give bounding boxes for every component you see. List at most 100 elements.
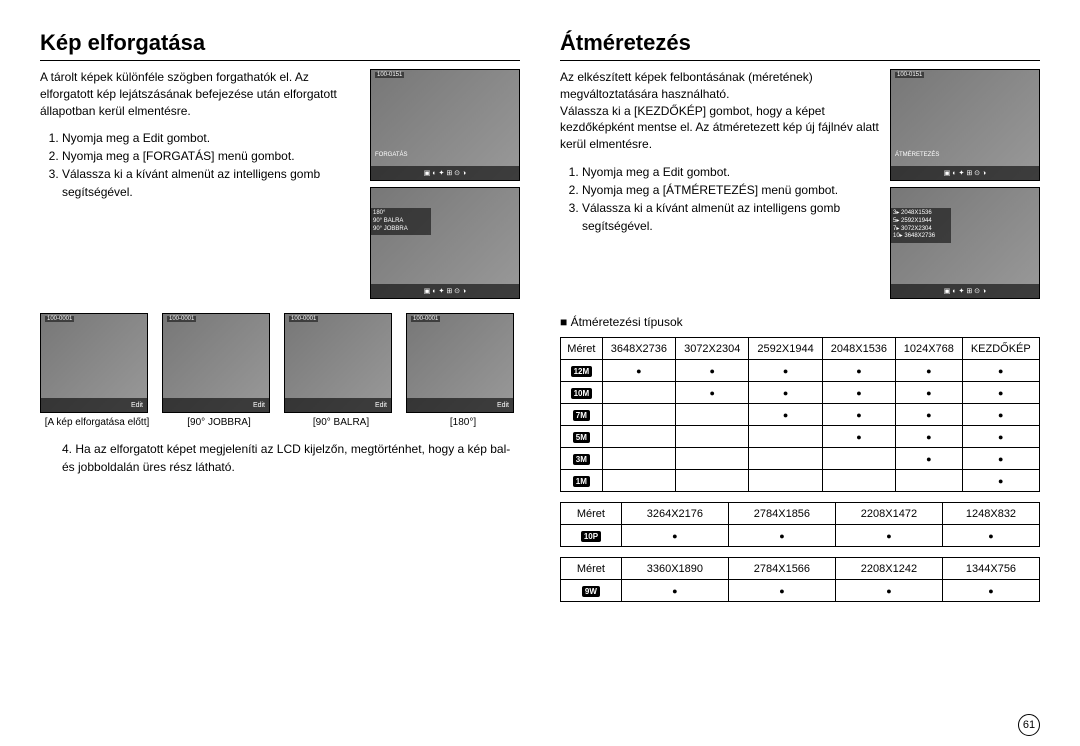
table-cell xyxy=(602,470,675,492)
table-header-cell: Méret xyxy=(561,503,622,525)
resize-table-3: Méret3360X18902784X15662208X12421344X756… xyxy=(560,557,1040,602)
left-intro: A tárolt képek különféle szögben forgath… xyxy=(40,69,360,299)
table-cell xyxy=(621,580,728,602)
thumb-180: 100-0001 Edit [180°] xyxy=(406,313,520,428)
table-header-cell: 2048X1536 xyxy=(822,338,895,360)
table-header-cell: 3072X2304 xyxy=(676,338,749,360)
left-note: 4. Ha az elforgatott képet megjeleníti a… xyxy=(40,440,520,476)
table-label-cell: 10P xyxy=(561,525,622,547)
table-cell xyxy=(822,360,895,382)
table-cell xyxy=(962,360,1039,382)
rotate-opt-90r: 90° JOBBRA xyxy=(373,226,429,234)
left-intro-text: A tárolt képek különféle szögben forgath… xyxy=(40,70,337,118)
folder-label: 100-0151 xyxy=(375,72,404,78)
size-badge: 5M xyxy=(573,432,590,443)
thumb-original: 100-0001 Edit [A kép elforgatása előtt] xyxy=(40,313,154,428)
table-cell xyxy=(602,382,675,404)
left-screenshots: 100-0151 FORGATÁS ▣ ◐ ✦ ⊞ ⊙ ◑ 180° 90° B… xyxy=(370,69,520,299)
resize-options: 3▸ 2048X1536 5▸ 2592X1944 7▸ 3072X2304 1… xyxy=(891,208,951,243)
thumb-img-original: 100-0001 Edit xyxy=(40,313,148,413)
thumb-90r: 100-0001 Edit [90° JOBBRA] xyxy=(162,313,276,428)
table-cell xyxy=(822,426,895,448)
size-badge: 1M xyxy=(573,476,590,487)
table-header-cell: 3264X2176 xyxy=(621,503,728,525)
size-badge: 10P xyxy=(581,531,601,542)
left-steps: Nyomja meg a Edit gombot. Nyomja meg a [… xyxy=(40,129,360,201)
table-cell xyxy=(749,448,822,470)
right-title: Átméretezés xyxy=(560,30,1040,61)
rotation-thumbnails: 100-0001 Edit [A kép elforgatása előtt] … xyxy=(40,313,520,428)
table-header-cell: KEZDŐKÉP xyxy=(962,338,1039,360)
table-cell xyxy=(942,580,1039,602)
thumb-caption: [A kép elforgatása előtt] xyxy=(40,417,154,428)
table-cell xyxy=(822,382,895,404)
table-cell xyxy=(602,448,675,470)
table-cell xyxy=(962,426,1039,448)
table-header-cell: 2784X1566 xyxy=(728,558,835,580)
table-header-cell: 1344X756 xyxy=(942,558,1039,580)
resize-table-2: Méret3264X21762784X18562208X14721248X832… xyxy=(560,502,1040,547)
table-header-cell: 1248X832 xyxy=(942,503,1039,525)
page-number: 61 xyxy=(1018,714,1040,736)
table-cell xyxy=(835,525,942,547)
table-cell xyxy=(896,470,962,492)
icon-bar: ▣ ◐ ✦ ⊞ ⊙ ◑ xyxy=(891,166,1039,180)
left-title: Kép elforgatása xyxy=(40,30,520,61)
right-column: Átméretezés Az elkészített képek felbont… xyxy=(560,30,1040,612)
table-cell xyxy=(749,404,822,426)
table-cell xyxy=(676,360,749,382)
thumb-img-180: 100-0001 Edit xyxy=(406,313,514,413)
table-cell xyxy=(728,525,835,547)
resize-table-1: Méret3648X27363072X23042592X19442048X153… xyxy=(560,337,1040,492)
table-header-cell: 2592X1944 xyxy=(749,338,822,360)
size-badge: 9W xyxy=(582,586,600,597)
size-badge: 3M xyxy=(573,454,590,465)
table-cell xyxy=(822,470,895,492)
table-header-cell: Méret xyxy=(561,558,622,580)
right-steps: Nyomja meg a Edit gombot. Nyomja meg a [… xyxy=(560,163,880,235)
table-cell xyxy=(896,382,962,404)
table-cell xyxy=(676,426,749,448)
table-cell xyxy=(822,404,895,426)
table-header-cell: 1024X768 xyxy=(896,338,962,360)
table-cell xyxy=(835,580,942,602)
table-cell xyxy=(822,448,895,470)
table-label-cell: 12M xyxy=(561,360,603,382)
thumb-caption: [90° BALRA] xyxy=(284,417,398,428)
table-label-cell: 1M xyxy=(561,470,603,492)
thumb-caption: [180°] xyxy=(406,417,520,428)
right-screenshot-1: 100-0151 ÁTMÉRETEZÉS ▣ ◐ ✦ ⊞ ⊙ ◑ xyxy=(890,69,1040,181)
left-screenshot-1: 100-0151 FORGATÁS ▣ ◐ ✦ ⊞ ⊙ ◑ xyxy=(370,69,520,181)
table-cell xyxy=(962,470,1039,492)
table-cell xyxy=(896,404,962,426)
table-label-cell: 7M xyxy=(561,404,603,426)
table-cell xyxy=(749,470,822,492)
mode-label: FORGATÁS xyxy=(375,152,408,158)
right-intro: Az elkészített képek felbontásának (mére… xyxy=(560,69,880,299)
resize-opt-5: 5▸ 2592X1944 xyxy=(893,218,949,226)
mode-label: ÁTMÉRETEZÉS xyxy=(895,152,939,158)
table-cell xyxy=(602,426,675,448)
table-header-cell: Méret xyxy=(561,338,603,360)
table-header-cell: 3360X1890 xyxy=(621,558,728,580)
edit-label: Edit xyxy=(407,398,513,412)
icon-bar: ▣ ◐ ✦ ⊞ ⊙ ◑ xyxy=(371,284,519,298)
resize-opt-3: 3▸ 2048X1536 xyxy=(893,210,949,218)
thumb-img-90r: 100-0001 Edit xyxy=(162,313,270,413)
folder-label: 100-0001 xyxy=(167,316,196,322)
table-cell xyxy=(749,382,822,404)
table-header-cell: 2784X1856 xyxy=(728,503,835,525)
table-cell xyxy=(896,426,962,448)
table-cell xyxy=(728,580,835,602)
thumb-90l: 100-0001 Edit [90° BALRA] xyxy=(284,313,398,428)
folder-label: 100-0001 xyxy=(45,316,74,322)
table-label-cell: 10M xyxy=(561,382,603,404)
right-intro-text: Az elkészített képek felbontásának (mére… xyxy=(560,70,879,151)
size-badge: 10M xyxy=(571,388,593,399)
table-label-cell: 9W xyxy=(561,580,622,602)
icon-bar: ▣ ◐ ✦ ⊞ ⊙ ◑ xyxy=(891,284,1039,298)
table-cell xyxy=(602,360,675,382)
table-cell xyxy=(602,404,675,426)
size-badge: 7M xyxy=(573,410,590,421)
rotate-opt-90l: 90° BALRA xyxy=(373,218,429,226)
